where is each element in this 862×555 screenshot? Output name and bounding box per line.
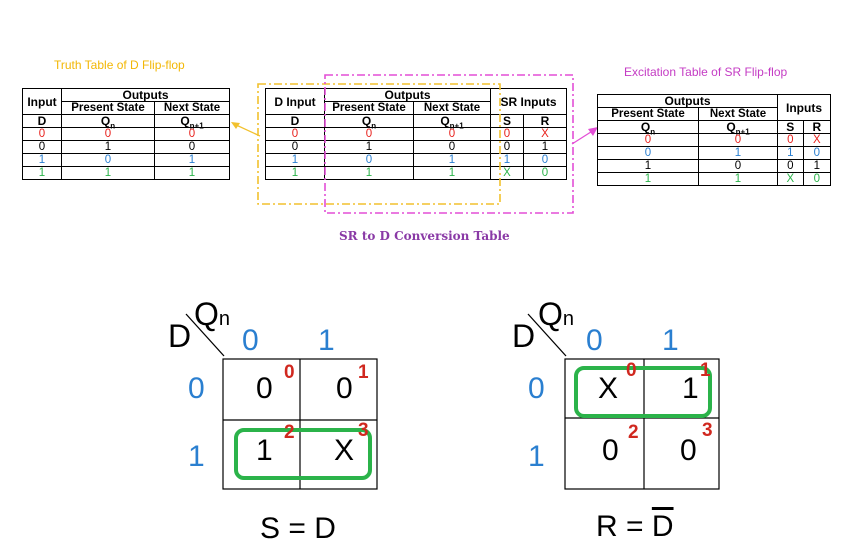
kmap-r-row-label-1: 1 (528, 440, 545, 473)
magenta-dashed-box (324, 74, 574, 214)
sr_excitation-cell-r: 0 (802, 146, 832, 160)
d-truth-table-caption: Truth Table of D Flip-flop (54, 58, 185, 72)
sr_excitation-cell-q: 1 (597, 172, 699, 186)
kmap-s-col-label-1: 1 (318, 324, 335, 357)
inputs-header: Inputs (777, 94, 831, 121)
kmap-s-equation: S = D (260, 512, 336, 545)
kmap-s-idx-00: 0 (284, 362, 295, 383)
kmap-s-cell-11: X (334, 434, 355, 467)
kmap-r-idx-10: 2 (628, 422, 639, 443)
sr-excitation-caption: Excitation Table of SR Flip-flop (624, 65, 788, 79)
sr_excitation-cell-q: 0 (597, 146, 699, 160)
s-col-header: S (777, 120, 804, 134)
kmap-r-diagonal (527, 313, 567, 357)
conversion-cell-r: 0 (523, 166, 567, 180)
kmap-s-idx-11: 3 (358, 420, 369, 441)
kmap-r-idx-00: 0 (626, 360, 637, 381)
sr_excitation-cell-s: 0 (777, 159, 804, 173)
kmap-r: D Qn 0 1 0 1 X 0 1 1 0 2 0 3 R = D (502, 296, 752, 546)
kmap-r-idx-11: 3 (702, 420, 713, 441)
kmap-r-cell-01: 1 (682, 372, 699, 405)
kmap-s: D Qn 0 1 0 1 0 0 0 1 1 2 X 3 S = D (160, 296, 410, 546)
sr_excitation-cell-q: 1 (597, 159, 699, 173)
kmap-r-cell-11: 0 (680, 434, 697, 467)
d-bar: D (651, 510, 674, 543)
sr_excitation-cell-qn1: 0 (698, 159, 778, 173)
kmap-s-cell-01: 0 (336, 372, 353, 405)
sr_excitation-cell-q: 0 (597, 133, 699, 147)
kmap-r-grid (564, 358, 720, 490)
kmap-r-row-label-0: 0 (528, 372, 545, 405)
sr_excitation-cell-s: 0 (777, 133, 804, 147)
kmap-s-idx-01: 1 (358, 362, 369, 383)
sr-excitation-table: Outputs Inputs Present State Next State … (597, 94, 832, 186)
kmap-r-col-label-1: 1 (662, 324, 679, 357)
input-header: Input (22, 88, 62, 115)
outputs-header: Outputs (597, 94, 778, 108)
d_truth-cell-d: 1 (22, 166, 62, 180)
conversion-cell-qn1: 1 (413, 166, 491, 180)
kmap-r-row-var: D (512, 318, 536, 354)
kmap-s-row-var: D (168, 318, 192, 354)
sr_excitation-cell-r: X (802, 133, 832, 147)
kmap-s-group (234, 428, 372, 480)
d-input-header: D Input (265, 88, 325, 115)
kmap-s-cell-00: 0 (256, 372, 273, 405)
kmap-r-equation: R = D (596, 510, 674, 543)
yellow-dashed-box (257, 83, 501, 205)
d_truth-cell-qn1: 1 (154, 166, 230, 180)
conversion-table-caption: SR to D Conversion Table (339, 229, 510, 243)
qn-col-header: Qn (597, 120, 699, 136)
sr_excitation-cell-s: X (777, 172, 804, 186)
conversion-table: D Input Outputs SR Inputs Present State … (265, 88, 567, 180)
next-state-header: Next State (413, 101, 491, 115)
qn1-col-header: Qn+1 (413, 114, 491, 130)
kmap-s-diagonal (185, 313, 225, 357)
kmap-r-idx-01: 1 (700, 360, 711, 381)
sr_excitation-cell-s: 1 (777, 146, 804, 160)
kmap-s-col-var: Qn (194, 296, 231, 332)
sr_excitation-cell-qn1: 1 (698, 146, 778, 160)
kmap-r-cell-10: 0 (602, 434, 619, 467)
sr_excitation-cell-r: 0 (802, 172, 832, 186)
sr_excitation-cell-qn1: 0 (698, 133, 778, 147)
kmap-r-cell-00: X (598, 372, 619, 405)
kmap-r-col-label-0: 0 (586, 324, 603, 357)
d-truth-table: Input Outputs Present State Next State D… (22, 88, 230, 180)
qn1-col-header: Qn+1 (698, 120, 778, 136)
sr_excitation-cell-r: 1 (802, 159, 832, 173)
kmap-s-row-label-0: 0 (188, 372, 205, 405)
r-col-header: R (802, 120, 832, 134)
sr_excitation-cell-qn1: 1 (698, 172, 778, 186)
kmap-s-idx-10: 2 (284, 422, 295, 443)
next-state-header: Next State (154, 101, 230, 115)
next-state-header: Next State (698, 107, 778, 121)
kmap-s-grid (222, 358, 378, 490)
sr-inputs-header: SR Inputs (490, 88, 567, 115)
kmap-r-group (574, 366, 712, 418)
qn-col-header: Qn (61, 114, 155, 130)
qn1-col-header: Qn+1 (154, 114, 230, 130)
arrow-to-d-table (231, 122, 261, 137)
arrow-to-sr-table (571, 127, 598, 145)
kmap-s-cell-10: 1 (256, 434, 273, 467)
kmap-s-col-label-0: 0 (242, 324, 259, 357)
kmap-s-row-label-1: 1 (188, 440, 205, 473)
present-state-header: Present State (597, 107, 699, 121)
kmap-r-col-var: Qn (538, 296, 575, 332)
